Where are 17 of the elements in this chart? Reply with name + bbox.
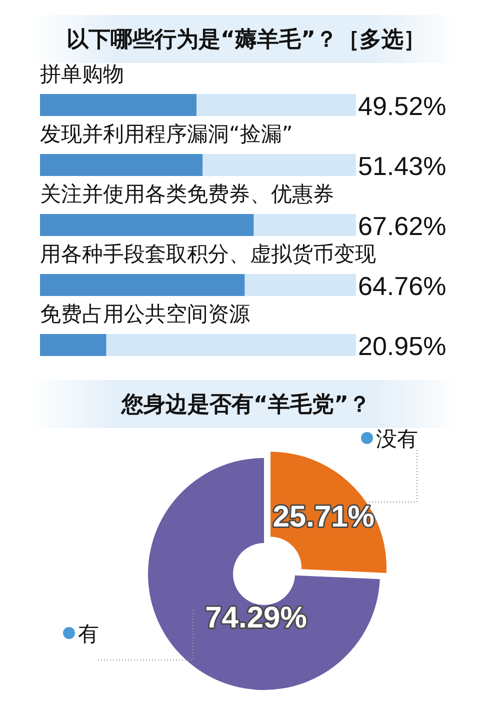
- slice-label: 没有: [376, 427, 418, 451]
- data-label: 51.43%: [358, 151, 446, 181]
- data-label: 64.76%: [358, 271, 446, 301]
- y-tick-label: 关注并使用各类免费券、优惠券: [40, 182, 334, 206]
- data-label: 74.29%: [205, 602, 307, 634]
- data-label: 67.62%: [358, 211, 446, 241]
- y-tick-label: 发现并利用程序漏洞“捡漏”: [40, 122, 293, 146]
- chart-title: 以下哪些行为是“薅羊毛”？［多选］: [66, 28, 426, 52]
- data-label: 49.52%: [358, 91, 446, 121]
- slice-label: 有: [78, 622, 99, 646]
- chart-title: 您身边是否有“羊毛党”？: [120, 392, 370, 418]
- y-tick-label: 免费占用公共空间资源: [40, 302, 250, 326]
- bar: [40, 334, 106, 356]
- y-tick-label: 拼单购物: [40, 62, 124, 86]
- y-tick-label: 用各种手段套取积分、虚拟货币变现: [40, 242, 376, 266]
- data-label: 25.71%: [272, 500, 374, 534]
- data-label: 20.95%: [358, 331, 446, 361]
